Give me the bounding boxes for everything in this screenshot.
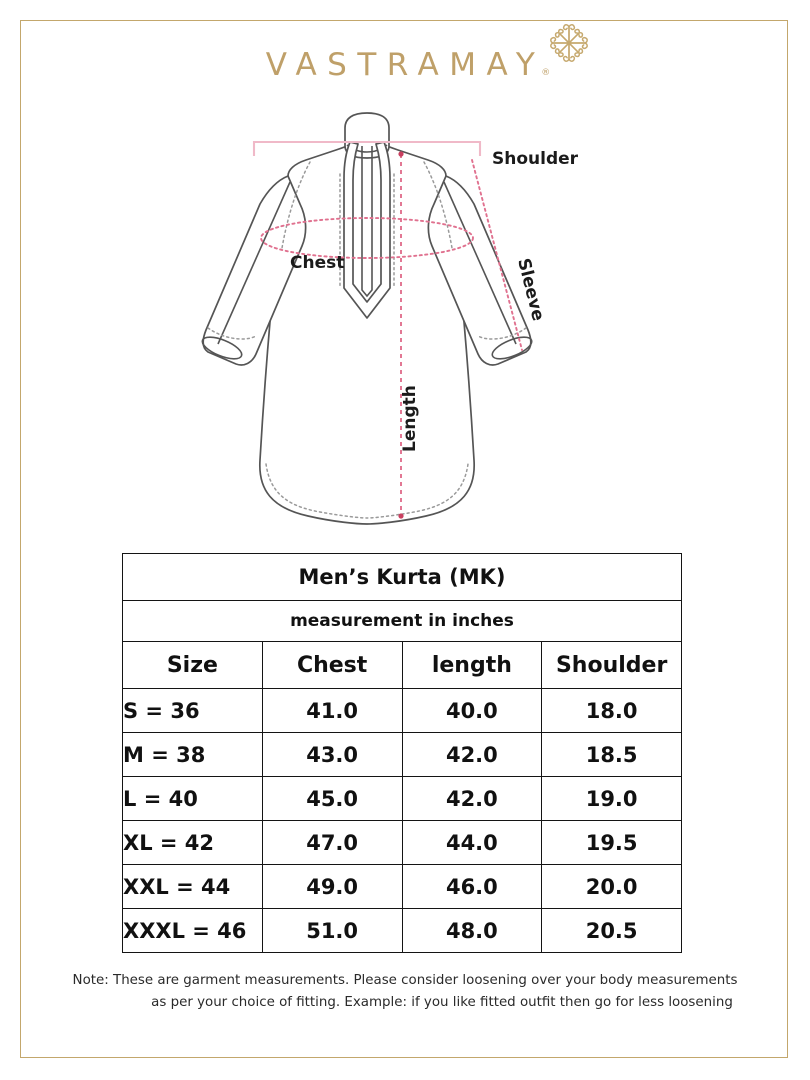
cell-chest: 45.0 [261, 776, 403, 821]
cell-length: 44.0 [401, 820, 543, 865]
kurta-measurement-diagram: .ol { fill:#ffffff; stroke:#555555; stro… [0, 112, 810, 544]
size-chart-table: Men’s Kurta (MK) measurement in inches S… [122, 553, 682, 953]
table-row: L = 40 45.0 42.0 19.0 [122, 776, 682, 821]
table-row: M = 38 43.0 42.0 18.5 [122, 732, 682, 777]
cell-length: 40.0 [401, 688, 543, 733]
cell-size: S = 36 [122, 688, 263, 733]
table-title-row: Men’s Kurta (MK) [122, 553, 682, 601]
cell-length: 42.0 [401, 732, 543, 777]
cell-chest: 41.0 [261, 688, 403, 733]
footer-note-line-2: as per your choice of fitting. Example: … [151, 994, 733, 1010]
brand-wordmark: VASTRAMAY [265, 46, 546, 83]
kurta-illustration: .ol { fill:#ffffff; stroke:#555555; stro… [201, 112, 579, 525]
cell-shoulder: 20.0 [541, 864, 682, 909]
column-header-length: length [401, 641, 543, 689]
table-row: XL = 42 47.0 44.0 19.5 [122, 820, 682, 865]
column-header-shoulder: Shoulder [541, 641, 682, 689]
cell-shoulder: 19.0 [541, 776, 682, 821]
cell-shoulder: 18.5 [541, 732, 682, 777]
cell-chest: 51.0 [261, 908, 403, 953]
column-header-size: Size [122, 641, 263, 689]
column-header-chest: Chest [261, 641, 403, 689]
cell-chest: 49.0 [261, 864, 403, 909]
ornamental-star-flower-icon [550, 23, 589, 62]
cell-shoulder: 18.0 [541, 688, 682, 733]
cell-length: 46.0 [401, 864, 543, 909]
cell-size: M = 38 [122, 732, 263, 777]
table-header-row: Size Chest length Shoulder [122, 641, 682, 689]
footer-note: Note: These are garment measurements. Pl… [35, 970, 775, 1013]
cell-size: XXXL = 46 [122, 908, 263, 953]
diagram-label-chest: Chest [290, 253, 344, 273]
cell-chest: 43.0 [261, 732, 403, 777]
table-subtitle: measurement in inches [122, 600, 682, 642]
table-subtitle-row: measurement in inches [122, 600, 682, 642]
cell-shoulder: 19.5 [541, 820, 682, 865]
brand-lockup: VASTRAMAY ® [260, 23, 589, 83]
cell-length: 48.0 [401, 908, 543, 953]
table-row: XXXL = 46 51.0 48.0 20.5 [122, 908, 682, 953]
diagram-label-length: Length [400, 385, 420, 452]
cell-size: L = 40 [122, 776, 263, 821]
diagram-label-shoulder: Shoulder [492, 149, 579, 169]
cell-length: 42.0 [401, 776, 543, 821]
cell-size: XL = 42 [122, 820, 263, 865]
table-title: Men’s Kurta (MK) [122, 553, 682, 601]
registered-trademark-icon: ® [541, 67, 551, 78]
footer-note-line-1: Note: These are garment measurements. Pl… [72, 973, 738, 988]
cell-shoulder: 20.5 [541, 908, 682, 953]
table-row: XXL = 44 49.0 46.0 20.0 [122, 864, 682, 909]
cell-chest: 47.0 [261, 820, 403, 865]
brand-header: VASTRAMAY ® [0, 23, 810, 100]
table-row: S = 36 41.0 40.0 18.0 [122, 688, 682, 733]
cell-size: XXL = 44 [122, 864, 263, 909]
